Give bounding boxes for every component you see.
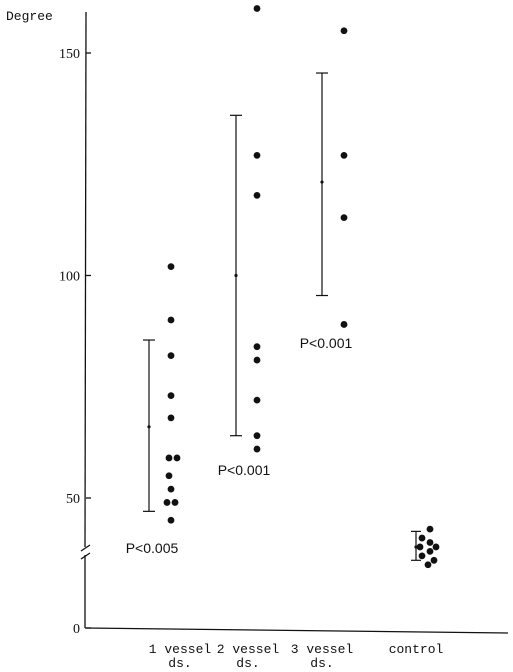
y-tick-label: 150 [59,47,80,62]
x-tick-label: 1 vessel [149,642,212,657]
data-points [163,5,440,569]
data-point [340,151,348,159]
x-axis-line [84,627,509,634]
data-point [340,321,348,328]
data-point [167,414,175,422]
p-value-annotation: P<0.001 [218,462,271,478]
data-point [426,525,434,533]
y-axis-line-upper [84,11,87,548]
data-point [418,534,426,542]
y-tick-label: 50 [66,492,80,507]
data-point [163,499,171,506]
mean-marker [320,180,324,184]
data-point [253,5,261,12]
mean-marker [147,425,151,429]
y-ticks: 0 50 100 150 [59,47,91,637]
p-value-annotation: P<0.005 [126,540,179,556]
p-value-annotations: P<0.005 P<0.001 P<0.001 [126,335,353,556]
data-point [253,396,261,404]
data-point [173,454,181,462]
error-bars [143,72,421,561]
data-point [253,192,261,199]
y-tick-label: 100 [59,270,80,285]
x-tick-label: 2 vessel [217,642,280,657]
data-point [430,556,438,564]
data-point [165,454,173,462]
y-tick-label: 0 [73,622,80,637]
data-point [167,263,175,270]
data-point [253,356,261,364]
data-point [418,552,426,560]
axis-break-mark [80,544,91,552]
p-value-annotation: P<0.001 [300,335,353,351]
data-point [167,485,175,493]
data-point [171,499,179,506]
x-tick-label: 3 vessel [291,642,354,657]
data-point [253,151,261,159]
axes [80,11,509,634]
data-point [165,472,173,480]
x-tick-label: ds. [310,656,333,671]
x-tick-label: ds. [168,656,191,671]
y-axis-label: Degree [6,9,53,24]
data-point [167,316,175,324]
data-point [416,543,424,551]
data-point [253,432,261,440]
data-point [426,539,434,546]
data-point [167,392,175,400]
mean-marker [234,273,238,278]
data-point [167,516,175,524]
data-point [424,561,432,569]
data-point [432,543,440,551]
data-point [340,214,348,222]
data-point [253,445,261,453]
data-point [426,548,434,555]
data-point [167,352,175,359]
x-tick-label: control [389,642,444,657]
x-tick-label: ds. [236,656,259,671]
data-point [340,27,348,35]
data-point [253,343,261,351]
